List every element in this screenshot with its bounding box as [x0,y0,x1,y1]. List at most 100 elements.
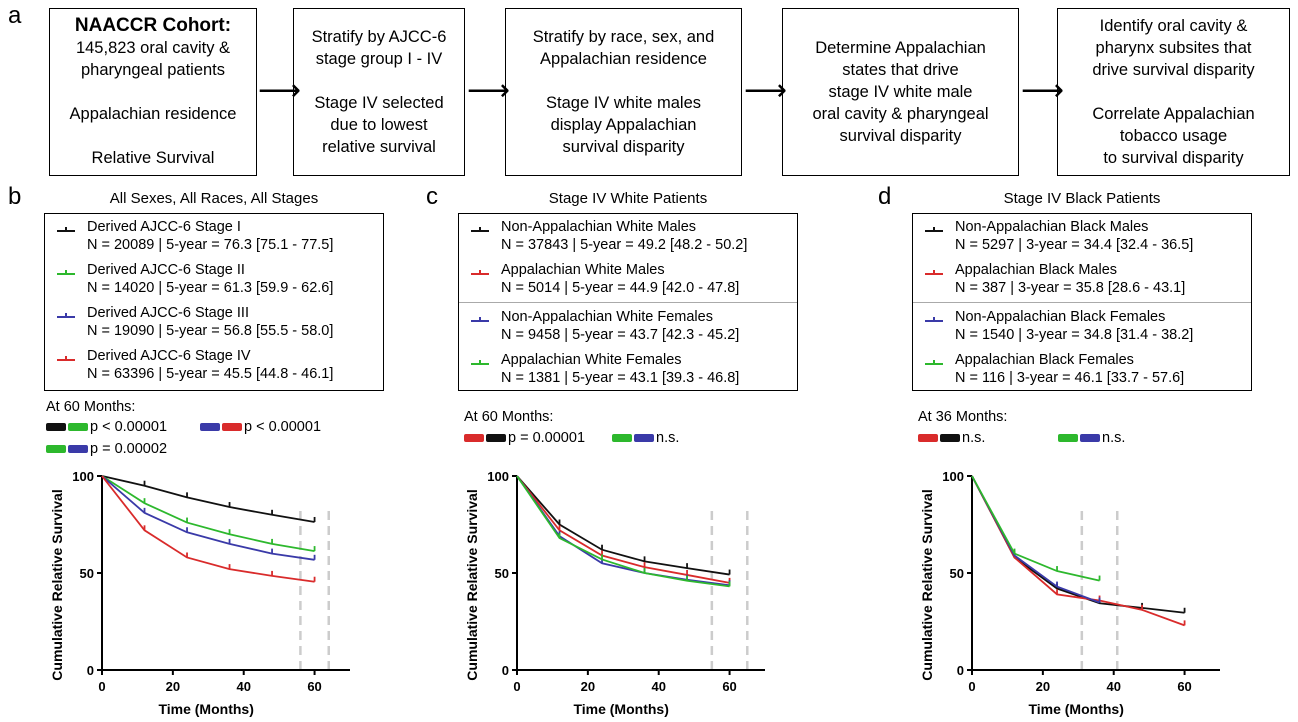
panel-c-legend: Non-Appalachian White Males N = 37843 | 5… [458,213,798,391]
legend-name: Derived AJCC-6 Stage II [87,262,245,278]
flow-text: survival disparity [562,138,685,156]
series-line [101,475,315,561]
panel-d-title: Stage IV Black Patients [1003,190,1161,207]
series-line [516,475,730,576]
legend-name: Appalachian White Males [501,262,665,278]
legend-stats: N = 63396 | 5-year = 45.5 [44.8 - 46.1] [87,366,334,382]
series-line [516,475,730,588]
legend-entry: Non-Appalachian Black Males N = 5297 | 3-… [955,218,1193,254]
x-tick-label: 0 [513,679,520,694]
panel-d-at-months: At 36 Months: [918,409,1008,425]
flow-box-stratify-race: Stratify by race, sex, and Appalachian r… [505,8,742,176]
series-line [971,475,1100,604]
flow-text: Relative Survival [91,149,215,167]
x-tick-label: 60 [722,679,736,694]
flow-text: survival disparity [839,127,962,145]
swatch [612,434,632,443]
panel-b-legend: Derived AJCC-6 Stage I N = 20089 | 5-year… [44,213,384,391]
swatch [68,445,88,454]
legend-marker [925,317,943,325]
legend-divider [459,302,797,303]
flow-text: tobacco usage [1119,127,1228,145]
series-line [101,475,315,583]
flow-text: Appalachian residence [69,105,237,123]
y-tick-label: 100 [72,469,94,484]
legend-stats: N = 14020 | 5-year = 61.3 [59.9 - 62.6] [87,280,334,296]
series-line [516,475,730,584]
flow-text: states that drive [842,61,959,79]
legend-marker [471,227,489,235]
p-value: p < 0.00001 [46,419,167,435]
swatch [222,423,242,432]
flow-text: due to lowest [330,116,428,134]
legend-marker [57,270,75,278]
x-tick-label: 20 [1036,679,1050,694]
flow-text: relative survival [322,138,436,156]
flow-text: oral cavity & pharyngeal [812,105,989,123]
swatch [486,434,506,443]
flow-box-appalachian-states: Determine Appalachian states that drive … [782,8,1019,176]
panel-letter-b: b [8,183,22,210]
legend-name: Appalachian Black Males [955,262,1118,278]
flow-box-cohort-title: NAACCR Cohort: [74,15,232,36]
flow-arrow: ⟶ [467,74,511,107]
y-tick-label: 50 [495,566,509,581]
legend-name: Derived AJCC-6 Stage I [87,219,241,235]
flow-text: pharynx subsites that [1095,39,1252,57]
p-value: n.s. [612,430,679,446]
legend-stats: N = 20089 | 5-year = 76.3 [75.1 - 77.5] [87,237,334,253]
legend-entry: Non-Appalachian Black Females N = 1540 | … [955,308,1193,344]
y-tick-label: 100 [487,469,509,484]
series-line [101,475,315,552]
y-tick-label: 0 [957,663,964,678]
swatch [464,434,484,443]
chart-panel-b: 0 50 100 0 20 40 60 Time (Months) Cumulative Rel… [49,469,350,717]
legend-name: Derived AJCC-6 Stage III [87,305,249,321]
panel-letter-d: d [878,183,892,210]
legend-stats: N = 116 | 3-year = 46.1 [33.7 - 57.6] [955,370,1185,386]
flow-arrow: ⟶ [1021,74,1065,107]
flow-text: Stratify by AJCC-6 [311,28,447,46]
p-value-text: p = 0.00002 [90,441,168,457]
y-axis-label: Cumulative Relative Survival [464,489,480,680]
x-tick-label: 60 [1177,679,1191,694]
legend-entry: Derived AJCC-6 Stage I N = 20089 | 5-year… [87,218,333,254]
legend-entry: Derived AJCC-6 Stage III N = 19090 | 5-ye… [87,304,333,340]
p-value: n.s. [918,430,985,446]
y-axis-label: Cumulative Relative Survival [919,489,935,680]
legend-stats: N = 387 | 3-year = 35.8 [28.6 - 43.1] [955,280,1186,296]
flow-text: to survival disparity [1103,149,1244,167]
legend-stats: N = 37843 | 5-year = 49.2 [48.2 - 50.2] [501,237,748,253]
p-value-text: p < 0.00001 [90,419,168,435]
panel-b-at-months: At 60 Months: [46,399,136,415]
legend-entry: Derived AJCC-6 Stage IV N = 63396 | 5-yea… [87,347,333,383]
flow-text: Stage IV selected [314,94,444,112]
legend-name: Non-Appalachian Black Males [955,219,1149,235]
flow-text: 145,823 oral cavity & [75,39,231,57]
legend-stats: N = 9458 | 5-year = 43.7 [42.3 - 45.2] [501,327,740,343]
swatch [200,423,220,432]
swatch [940,434,960,443]
series-line [971,475,1185,614]
legend-marker [925,360,943,368]
flow-box-subsites: Identify oral cavity & pharynx subsites … [1057,8,1290,176]
legend-stats: N = 19090 | 5-year = 56.8 [55.5 - 58.0] [87,323,334,339]
legend-divider [913,302,1251,303]
x-tick-label: 60 [307,679,321,694]
y-tick-label: 100 [942,469,964,484]
legend-entry: Appalachian Black Females N = 116 | 3-yea… [955,351,1184,387]
p-value: p < 0.00001 [200,419,321,435]
chart-panel-d: 0 50 100 0 20 40 60 Time (Months) Cumulative Rel… [919,469,1220,717]
legend-name: Appalachian White Females [501,352,682,368]
flow-text: stage group I - IV [315,50,443,68]
legend-marker [57,356,75,364]
x-tick-label: 0 [968,679,975,694]
swatch [68,423,88,432]
p-value: p = 0.00002 [46,441,167,457]
legend-entry: Appalachian White Males N = 5014 | 5-year… [501,261,739,297]
legend-marker [471,317,489,325]
flow-text: Appalachian residence [540,50,707,68]
p-value-text: n.s. [962,430,986,446]
legend-name: Appalachian Black Females [955,352,1134,368]
y-axis-label: Cumulative Relative Survival [49,489,65,680]
